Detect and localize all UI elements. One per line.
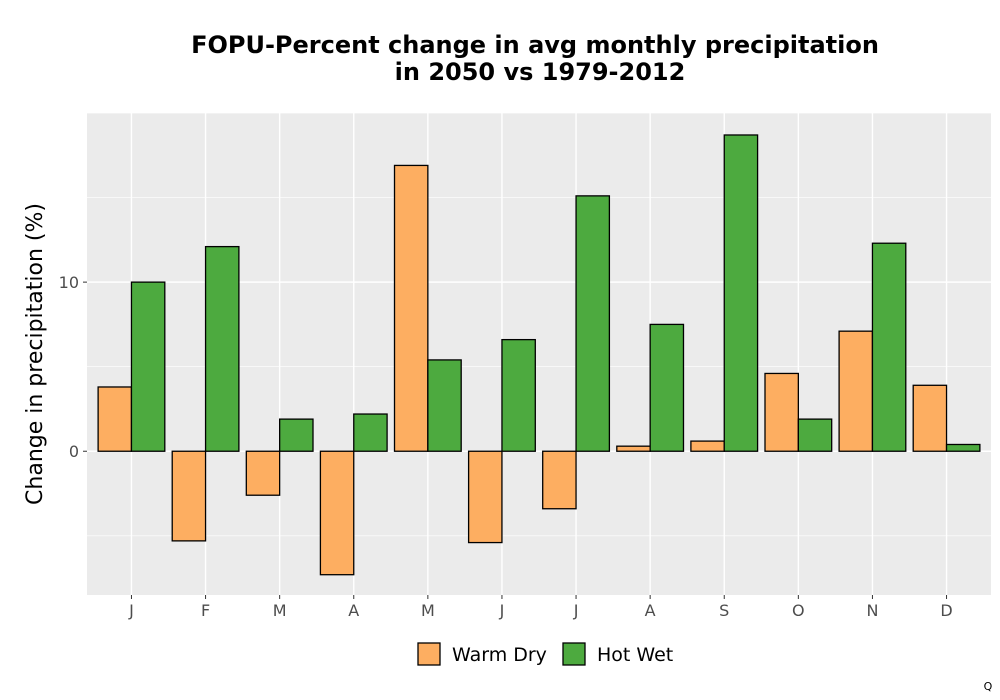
bar-warm-dry bbox=[245, 450, 281, 496]
bar-hot-wet bbox=[501, 338, 536, 452]
bar-hot-wet bbox=[427, 359, 462, 452]
bar-hot-wet bbox=[130, 281, 166, 452]
bar-warm-dry bbox=[764, 372, 799, 452]
bar-warm-dry bbox=[838, 330, 874, 452]
x-tick-label: D bbox=[940, 601, 952, 620]
bar-hot-wet bbox=[723, 134, 759, 452]
legend: Warm Dry Hot Wet bbox=[417, 642, 673, 666]
x-tick-label: J bbox=[499, 601, 505, 620]
x-tick-label: S bbox=[719, 601, 729, 620]
x-tick-label: O bbox=[792, 601, 805, 620]
x-tick-label: A bbox=[645, 601, 656, 620]
bar-warm-dry bbox=[393, 164, 429, 452]
bar-warm-dry bbox=[467, 450, 503, 544]
legend-label: Warm Dry bbox=[452, 644, 547, 666]
bars bbox=[97, 134, 981, 576]
bar-hot-wet bbox=[797, 418, 833, 452]
x-tick-label: J bbox=[573, 601, 579, 620]
x-tick-label: J bbox=[128, 601, 134, 620]
chart-title-line-1: FOPU-Percent change in avg monthly preci… bbox=[191, 31, 879, 59]
legend-key-hot-wet bbox=[562, 642, 586, 666]
bar-hot-wet bbox=[649, 323, 685, 452]
bar-hot-wet bbox=[871, 242, 907, 452]
y-axis-label: Change in precipitation (%) bbox=[23, 203, 48, 505]
y-tick-label: 10 bbox=[59, 273, 79, 292]
bar-warm-dry bbox=[912, 384, 948, 452]
y-tick-label: 0 bbox=[69, 442, 79, 461]
y-axis: 0 10 bbox=[59, 273, 87, 461]
bar-hot-wet bbox=[575, 195, 611, 452]
bar-warm-dry bbox=[319, 450, 355, 576]
x-tick-label: F bbox=[201, 601, 210, 620]
x-tick-label: N bbox=[866, 601, 878, 620]
x-tick-label: M bbox=[421, 601, 435, 620]
legend-key-warm-dry bbox=[417, 642, 441, 666]
corner-mark: Q bbox=[984, 680, 993, 693]
bar-hot-wet bbox=[945, 443, 981, 452]
bar-warm-dry bbox=[690, 440, 725, 452]
x-tick-label: M bbox=[273, 601, 287, 620]
bar-hot-wet bbox=[353, 413, 388, 452]
bar-hot-wet bbox=[279, 418, 314, 452]
bar-warm-dry bbox=[616, 445, 651, 452]
bar-warm-dry bbox=[97, 386, 133, 452]
bar-warm-dry bbox=[542, 450, 577, 510]
chart-title-line-2: in 2050 vs 1979-2012 bbox=[395, 58, 686, 86]
bar-hot-wet bbox=[204, 245, 240, 452]
x-tick-label: A bbox=[348, 601, 359, 620]
legend-label: Hot Wet bbox=[597, 644, 673, 666]
bar-warm-dry bbox=[171, 450, 207, 542]
